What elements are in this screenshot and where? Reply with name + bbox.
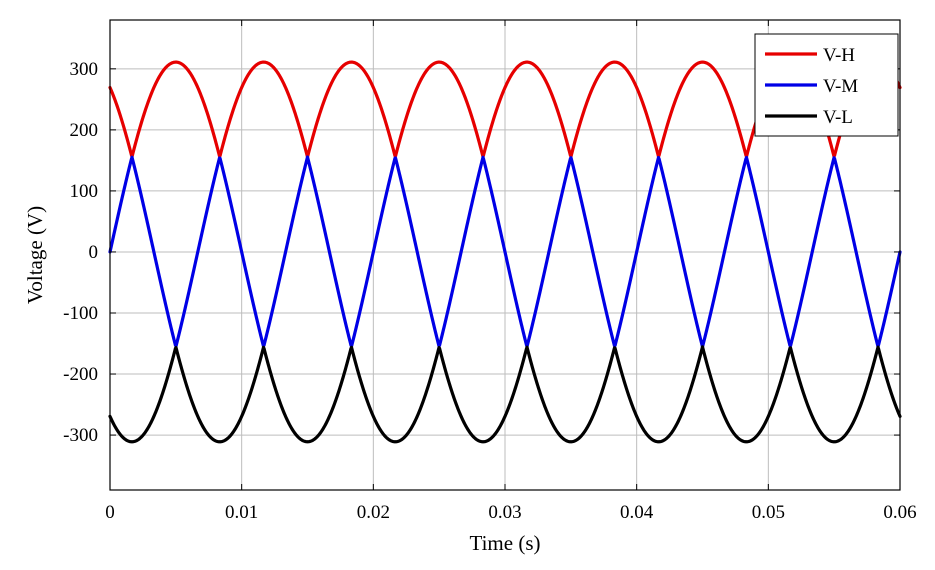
x-tick-label: 0.05 [752, 502, 785, 523]
series-line-v-l [108, 345, 902, 444]
y-tick-label: 300 [70, 59, 99, 80]
y-tick-label: -100 [63, 303, 98, 324]
x-tick-label: 0.03 [488, 502, 521, 523]
series-line-v-m [108, 155, 902, 349]
legend-entry-label: V-H [823, 45, 855, 66]
x-tick-label: 0.02 [357, 502, 390, 523]
y-axis-label: Voltage (V) [23, 206, 47, 304]
x-tick-label: 0.01 [225, 502, 258, 523]
legend: V-H V-M V-L [754, 33, 899, 137]
y-tick-label: 0 [89, 242, 99, 263]
y-tick-label: 100 [70, 181, 99, 202]
y-tick-label: -300 [63, 425, 98, 446]
x-axis-label: Time (s) [470, 531, 541, 555]
y-tick-label: 200 [70, 120, 99, 141]
y-tick-label: -200 [63, 364, 98, 385]
legend-entry-label: V-M [823, 76, 858, 97]
x-tick-label: 0 [105, 502, 115, 523]
legend-entry-label: V-L [823, 107, 853, 128]
x-tick-label: 0.04 [620, 502, 654, 523]
axis-ticks: 0 0.01 0.02 0.03 0.04 0.05 0.06 300 200 100 0 -100 -… [63, 20, 917, 523]
x-tick-label: 0.06 [883, 502, 916, 523]
